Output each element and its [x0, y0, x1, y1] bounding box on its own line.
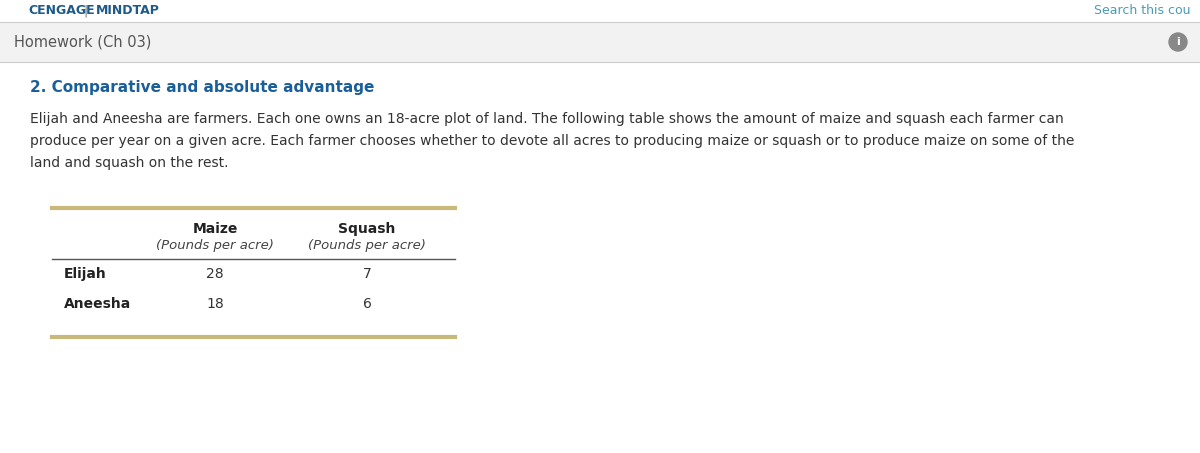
Text: produce per year on a given acre. Each farmer chooses whether to devote all acre: produce per year on a given acre. Each f… [30, 134, 1074, 148]
Text: 18: 18 [206, 297, 224, 311]
Text: i: i [1176, 37, 1180, 47]
Text: Elijah: Elijah [64, 267, 107, 281]
Text: 2. Comparative and absolute advantage: 2. Comparative and absolute advantage [30, 80, 374, 95]
Text: (Pounds per acre): (Pounds per acre) [156, 239, 274, 252]
Bar [0, 0, 1200, 22]
Text: CENGAGE: CENGAGE [28, 5, 95, 18]
Text: 28: 28 [206, 267, 224, 281]
Text: |: | [80, 5, 92, 18]
Circle shape [1169, 33, 1187, 51]
Text: MINDTAP: MINDTAP [96, 5, 160, 18]
Text: 6: 6 [362, 297, 372, 311]
Text: Search this cou: Search this cou [1093, 5, 1190, 18]
Text: (Pounds per acre): (Pounds per acre) [308, 239, 426, 252]
Text: Maize: Maize [192, 222, 238, 236]
Text: Elijah and Aneesha are farmers. Each one owns an 18-acre plot of land. The follo: Elijah and Aneesha are farmers. Each one… [30, 112, 1063, 126]
Text: Aneesha: Aneesha [64, 297, 131, 311]
Text: 7: 7 [362, 267, 371, 281]
Text: Homework (Ch 03): Homework (Ch 03) [14, 34, 151, 49]
Text: Squash: Squash [338, 222, 396, 236]
Bar [0, 22, 1200, 62]
Text: land and squash on the rest.: land and squash on the rest. [30, 156, 228, 170]
